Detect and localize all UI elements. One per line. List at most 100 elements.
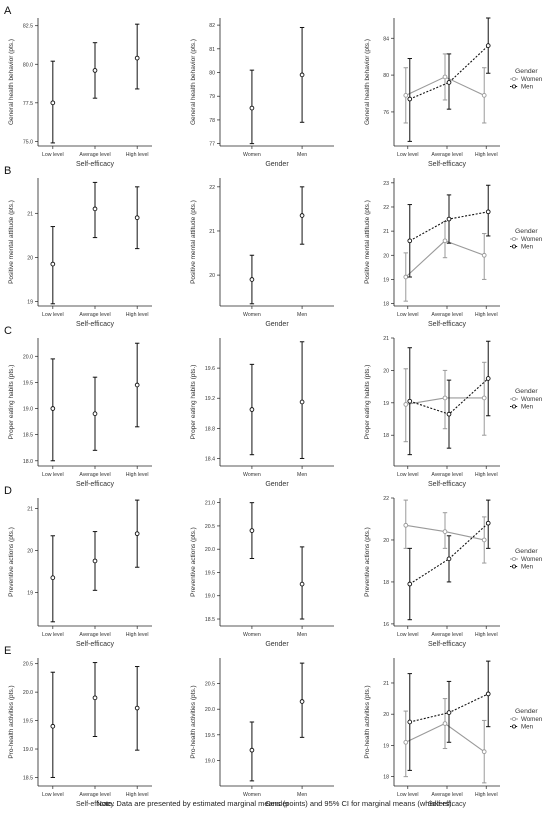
data-point — [50, 723, 56, 729]
y-tick-label: 20.5 — [205, 524, 215, 530]
data-point — [92, 68, 98, 73]
y-tick-label: 20.0 — [205, 707, 215, 713]
data-point — [442, 395, 448, 401]
y-tick-label: 22 — [383, 496, 389, 502]
y-tick-label: 18.0 — [23, 459, 33, 465]
y-tick-label: 20 — [383, 538, 389, 544]
y-tick-label: 20 — [209, 273, 215, 279]
legend-marker — [512, 236, 517, 241]
panel-letter: E — [4, 645, 11, 657]
y-tick-label: 79 — [209, 94, 215, 100]
series-women — [403, 361, 487, 443]
x-axis-title: Self-efficacy — [76, 481, 114, 488]
x-axis-title: Self-efficacy — [428, 801, 466, 808]
legend-label: Women — [521, 396, 543, 403]
panel-a-chart-3: 76 80 84 Low level Average level High level Se… — [364, 17, 543, 168]
x-axis-title: Self-efficacy — [76, 801, 114, 808]
series-line — [409, 522, 489, 585]
y-axis-title: Pro-health activities (pts.) — [190, 685, 197, 758]
y-axis-title: Positive mental attitude (pts.) — [8, 200, 15, 284]
data-point — [446, 80, 452, 85]
legend-label: Women — [521, 76, 543, 83]
data-point — [481, 93, 487, 98]
data-point — [481, 537, 487, 543]
legend-marker — [512, 564, 517, 569]
y-axis-title: General health behavior (pts.) — [364, 39, 371, 125]
x-axis-title: Gender — [265, 161, 289, 168]
y-axis-title: Pro-health activities (pts.) — [8, 685, 15, 758]
y-tick-label: 77.5 — [23, 101, 33, 107]
panel-d-chart-3: 16 18 20 22 Low level Average level High level… — [364, 496, 543, 648]
x-tick-label: High level — [126, 312, 149, 318]
data-point — [403, 402, 409, 407]
panel-letter: B — [4, 165, 11, 177]
x-axis-title: Self-efficacy — [76, 321, 114, 328]
figure-note: Note. Data are presented by estimated ma… — [96, 799, 454, 808]
x-tick-label: Women — [243, 312, 261, 318]
x-tick-label: Average level — [79, 632, 110, 638]
y-tick-label: 19.0 — [205, 594, 215, 600]
data-point — [249, 277, 255, 282]
y-tick-label: 80.0 — [23, 62, 33, 68]
x-tick-label: Average level — [431, 312, 462, 318]
data-point — [50, 261, 56, 267]
data-point — [485, 209, 491, 215]
y-tick-label: 21 — [27, 211, 33, 217]
data-point — [299, 213, 305, 218]
x-tick-label: Average level — [79, 792, 110, 798]
data-point — [485, 691, 491, 697]
series-women — [403, 220, 487, 302]
legend-label: Women — [521, 236, 543, 243]
legend-label: Men — [521, 404, 534, 411]
data-point — [403, 274, 409, 280]
legend-marker — [512, 557, 517, 562]
panel-d-chart-1: D 19 20 21 Low level Average level High level S… — [4, 485, 152, 648]
data-point — [249, 528, 255, 533]
legend-title: Gender — [515, 388, 538, 395]
y-tick-label: 18 — [383, 775, 389, 781]
x-tick-label: Low level — [42, 152, 64, 158]
x-tick-label: High level — [475, 792, 498, 798]
x-axis-title: Gender — [265, 481, 289, 488]
y-tick-label: 19.6 — [205, 366, 215, 372]
x-tick-label: Average level — [431, 152, 462, 158]
data-point — [50, 575, 56, 581]
x-tick-label: Men — [297, 792, 307, 798]
data-point — [299, 581, 305, 587]
y-tick-label: 80 — [209, 71, 215, 77]
y-tick-label: 21 — [383, 229, 389, 235]
panel-c-chart-3: 18 19 20 21 Low level Average level High level… — [364, 336, 543, 488]
y-tick-label: 22 — [383, 205, 389, 211]
y-tick-label: 18 — [383, 433, 389, 439]
x-tick-label: Women — [243, 632, 261, 638]
y-tick-label: 21 — [383, 336, 389, 342]
x-tick-label: Average level — [79, 312, 110, 318]
y-tick-label: 18 — [383, 302, 389, 308]
y-axis-title: Preventive actions (pts.) — [190, 527, 197, 597]
x-tick-label: High level — [126, 152, 149, 158]
panel-b-chart-1: B 19 20 21 Low level Average level High level S… — [4, 165, 152, 328]
x-tick-label: Low level — [42, 472, 64, 478]
y-axis-title: Preventive actions (pts.) — [8, 527, 15, 597]
series-women — [403, 698, 487, 784]
y-tick-label: 20.5 — [23, 662, 33, 668]
y-axis-title: Preventive actions (pts.) — [364, 527, 371, 597]
data-point — [249, 747, 255, 753]
data-point — [481, 395, 487, 401]
legend-title: Gender — [515, 708, 538, 715]
data-point — [446, 411, 452, 417]
y-tick-label: 76 — [383, 110, 389, 116]
x-tick-label: Men — [297, 632, 307, 638]
x-tick-label: Low level — [397, 632, 419, 638]
data-point — [485, 520, 491, 526]
x-axis-title: Self-efficacy — [76, 161, 114, 168]
panel-a-chart-2: 77 78 79 80 81 82 Women Men Gender General health… — [190, 18, 334, 168]
x-tick-label: Low level — [42, 632, 64, 638]
y-tick-label: 19.5 — [205, 570, 215, 576]
y-axis-title: Positive mental attitude (pts.) — [190, 200, 197, 284]
panel-b-chart-2: 20 21 22 Women Men Gender Positive mental atti… — [190, 178, 334, 328]
series-men — [407, 17, 491, 142]
series-men — [407, 660, 491, 771]
y-tick-label: 19 — [27, 300, 33, 306]
